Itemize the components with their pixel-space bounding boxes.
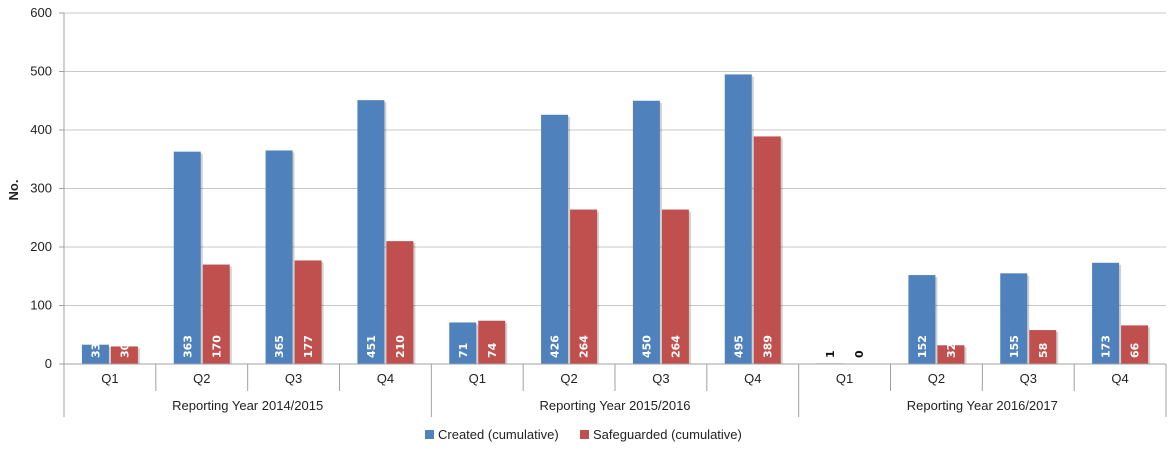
bar-created [81, 344, 109, 364]
y-tick-label: 600 [30, 5, 52, 20]
x-tick-label: Q2 [193, 371, 210, 386]
data-label: 33 [89, 343, 102, 358]
data-label: 0 [853, 350, 866, 358]
y-axis-label: No. [6, 180, 21, 201]
y-tick-label: 300 [30, 181, 52, 196]
x-tick-label: Q2 [928, 371, 945, 386]
bar-safeguarded [202, 264, 230, 364]
data-label: 210 [394, 335, 407, 358]
x-tick-label: Q1 [101, 371, 118, 386]
data-label: 173 [1100, 335, 1113, 358]
y-tick-label: 400 [30, 122, 52, 137]
x-tick-label: Q3 [285, 371, 302, 386]
bar-safeguarded [294, 260, 322, 364]
data-label: 66 [1129, 342, 1142, 358]
data-label: 32 [945, 343, 958, 358]
data-label: 71 [457, 343, 470, 358]
x-tick-label: Q1 [836, 371, 853, 386]
group-label: Reporting Year 2016/2017 [907, 398, 1058, 413]
bar-safeguarded [386, 241, 414, 364]
data-label: 155 [1008, 335, 1021, 358]
bar-created [1000, 273, 1028, 364]
x-tick-label: Q4 [744, 371, 761, 386]
legend-label-created: Created (cumulative) [438, 427, 559, 442]
legend-swatch-created [425, 430, 434, 439]
bar-safeguarded [661, 209, 689, 364]
data-label: 264 [578, 335, 591, 358]
data-label: 30 [118, 342, 131, 358]
bar-created [265, 150, 293, 364]
y-axis: 0 100 200 300 400 500 600 [30, 5, 65, 417]
group-label: Reporting Year 2014/2015 [172, 398, 323, 413]
x-tick-label: Q4 [377, 371, 394, 386]
data-label: 389 [761, 335, 774, 358]
data-label: 495 [732, 335, 745, 358]
data-label: 426 [549, 335, 562, 358]
bar-created [449, 322, 477, 364]
x-tick-label: Q1 [469, 371, 486, 386]
y-tick-label: 200 [30, 239, 52, 254]
x-tick-label: Q2 [560, 371, 577, 386]
bar-safeguarded [753, 136, 781, 364]
bar-safeguarded [570, 209, 598, 364]
bar-created [357, 100, 385, 364]
data-label: 264 [669, 335, 682, 358]
bars: 33 363 365 451 71 426 450 495 1 152 155 173 30 170 177… [81, 74, 1151, 365]
y-tick-label: 0 [45, 356, 52, 371]
bar-created [908, 275, 936, 364]
bar-safeguarded [1121, 325, 1149, 364]
bar-created [1092, 262, 1120, 364]
data-label: 1 [824, 350, 837, 358]
data-label: 451 [365, 335, 378, 358]
bar-safeguarded [478, 320, 506, 364]
bar-created [632, 100, 660, 364]
data-label: 170 [210, 335, 223, 358]
group-label: Reporting Year 2015/2016 [539, 398, 690, 413]
bar-safeguarded [110, 346, 138, 364]
y-tick-label: 100 [30, 298, 52, 313]
x-axis: Q1 Q2 Q3 Q4 Q1 Q2 Q3 Q4 Q1 Q2 Q3 Q4 Reporting Year 2… [63, 363, 1167, 417]
bar-created [724, 74, 752, 365]
bar-safeguarded [1029, 330, 1057, 364]
bar-created [541, 114, 569, 364]
x-tick-label: Q4 [1111, 371, 1128, 386]
data-label: 177 [302, 335, 315, 358]
data-label: 365 [273, 335, 286, 358]
x-tick-label: Q3 [652, 371, 669, 386]
data-label: 363 [181, 335, 194, 358]
bar-safeguarded [937, 345, 965, 364]
legend-swatch-safeguarded [580, 430, 589, 439]
y-tick-label: 500 [30, 64, 52, 79]
legend-label-safeguarded: Safeguarded (cumulative) [593, 427, 742, 442]
data-label: 450 [640, 335, 653, 358]
legend: Created (cumulative) Safeguarded (cumula… [425, 427, 742, 442]
data-label: 74 [486, 342, 499, 358]
data-label: 58 [1037, 343, 1050, 358]
gridlines [64, 12, 1166, 306]
x-tick-label: Q3 [1020, 371, 1037, 386]
bar-created [173, 151, 201, 364]
data-label: 152 [916, 335, 929, 358]
